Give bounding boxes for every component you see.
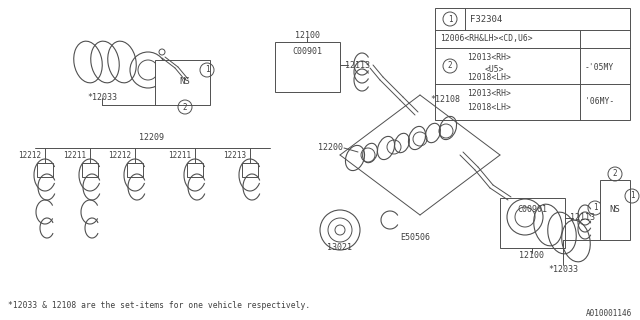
Text: *12033: *12033 [548, 266, 578, 275]
Text: 1: 1 [593, 204, 597, 212]
Bar [82, 163, 98, 177]
Text: 12018<LH>: 12018<LH> [467, 74, 511, 83]
Text: -'05MY: -'05MY [585, 63, 614, 73]
Text: 2: 2 [182, 102, 188, 111]
Text: E50506: E50506 [400, 233, 430, 242]
Text: 1: 1 [630, 191, 634, 201]
Text: NS: NS [610, 205, 620, 214]
Text: 1: 1 [448, 14, 452, 23]
Text: <U5>: <U5> [485, 66, 504, 75]
Text: 12113: 12113 [345, 60, 370, 69]
Text: 12212: 12212 [18, 151, 41, 161]
Text: 12100: 12100 [294, 31, 319, 41]
Bar [155, 60, 210, 105]
Text: '06MY-: '06MY- [585, 97, 614, 106]
Text: 12100: 12100 [520, 251, 545, 260]
Text: 12211: 12211 [168, 151, 191, 161]
Bar [127, 163, 143, 177]
Text: 12200: 12200 [318, 143, 343, 153]
Text: A010001146: A010001146 [586, 308, 632, 317]
Text: *12033 & 12108 are the set-items for one vehicle respectively.: *12033 & 12108 are the set-items for one… [8, 300, 310, 309]
Text: 2: 2 [612, 170, 618, 179]
Text: C00901: C00901 [517, 205, 547, 214]
Text: *12033: *12033 [87, 93, 117, 102]
Text: 12212: 12212 [108, 151, 131, 161]
Text: 1: 1 [205, 66, 209, 75]
Bar [37, 163, 53, 177]
Bar [187, 163, 203, 177]
Text: 12006<RH&LH><CD,U6>: 12006<RH&LH><CD,U6> [440, 35, 532, 44]
Text: 12013<RH>: 12013<RH> [467, 53, 511, 62]
Text: 12209: 12209 [140, 133, 164, 142]
Text: NS: NS [180, 77, 190, 86]
Bar [275, 42, 340, 92]
Text: 12211: 12211 [63, 151, 86, 161]
Bar [242, 163, 258, 177]
Bar [600, 180, 630, 240]
Text: F32304: F32304 [470, 14, 502, 23]
Text: 12018<LH>: 12018<LH> [467, 103, 511, 113]
Text: *12108: *12108 [430, 95, 460, 105]
Text: 12013<RH>: 12013<RH> [467, 90, 511, 99]
Text: 12213: 12213 [223, 151, 246, 161]
Text: 12113: 12113 [570, 213, 595, 222]
Text: 13021: 13021 [328, 244, 353, 252]
Bar [500, 198, 565, 248]
Bar [435, 8, 630, 120]
Text: 2: 2 [448, 61, 452, 70]
Text: C00901: C00901 [292, 47, 322, 57]
